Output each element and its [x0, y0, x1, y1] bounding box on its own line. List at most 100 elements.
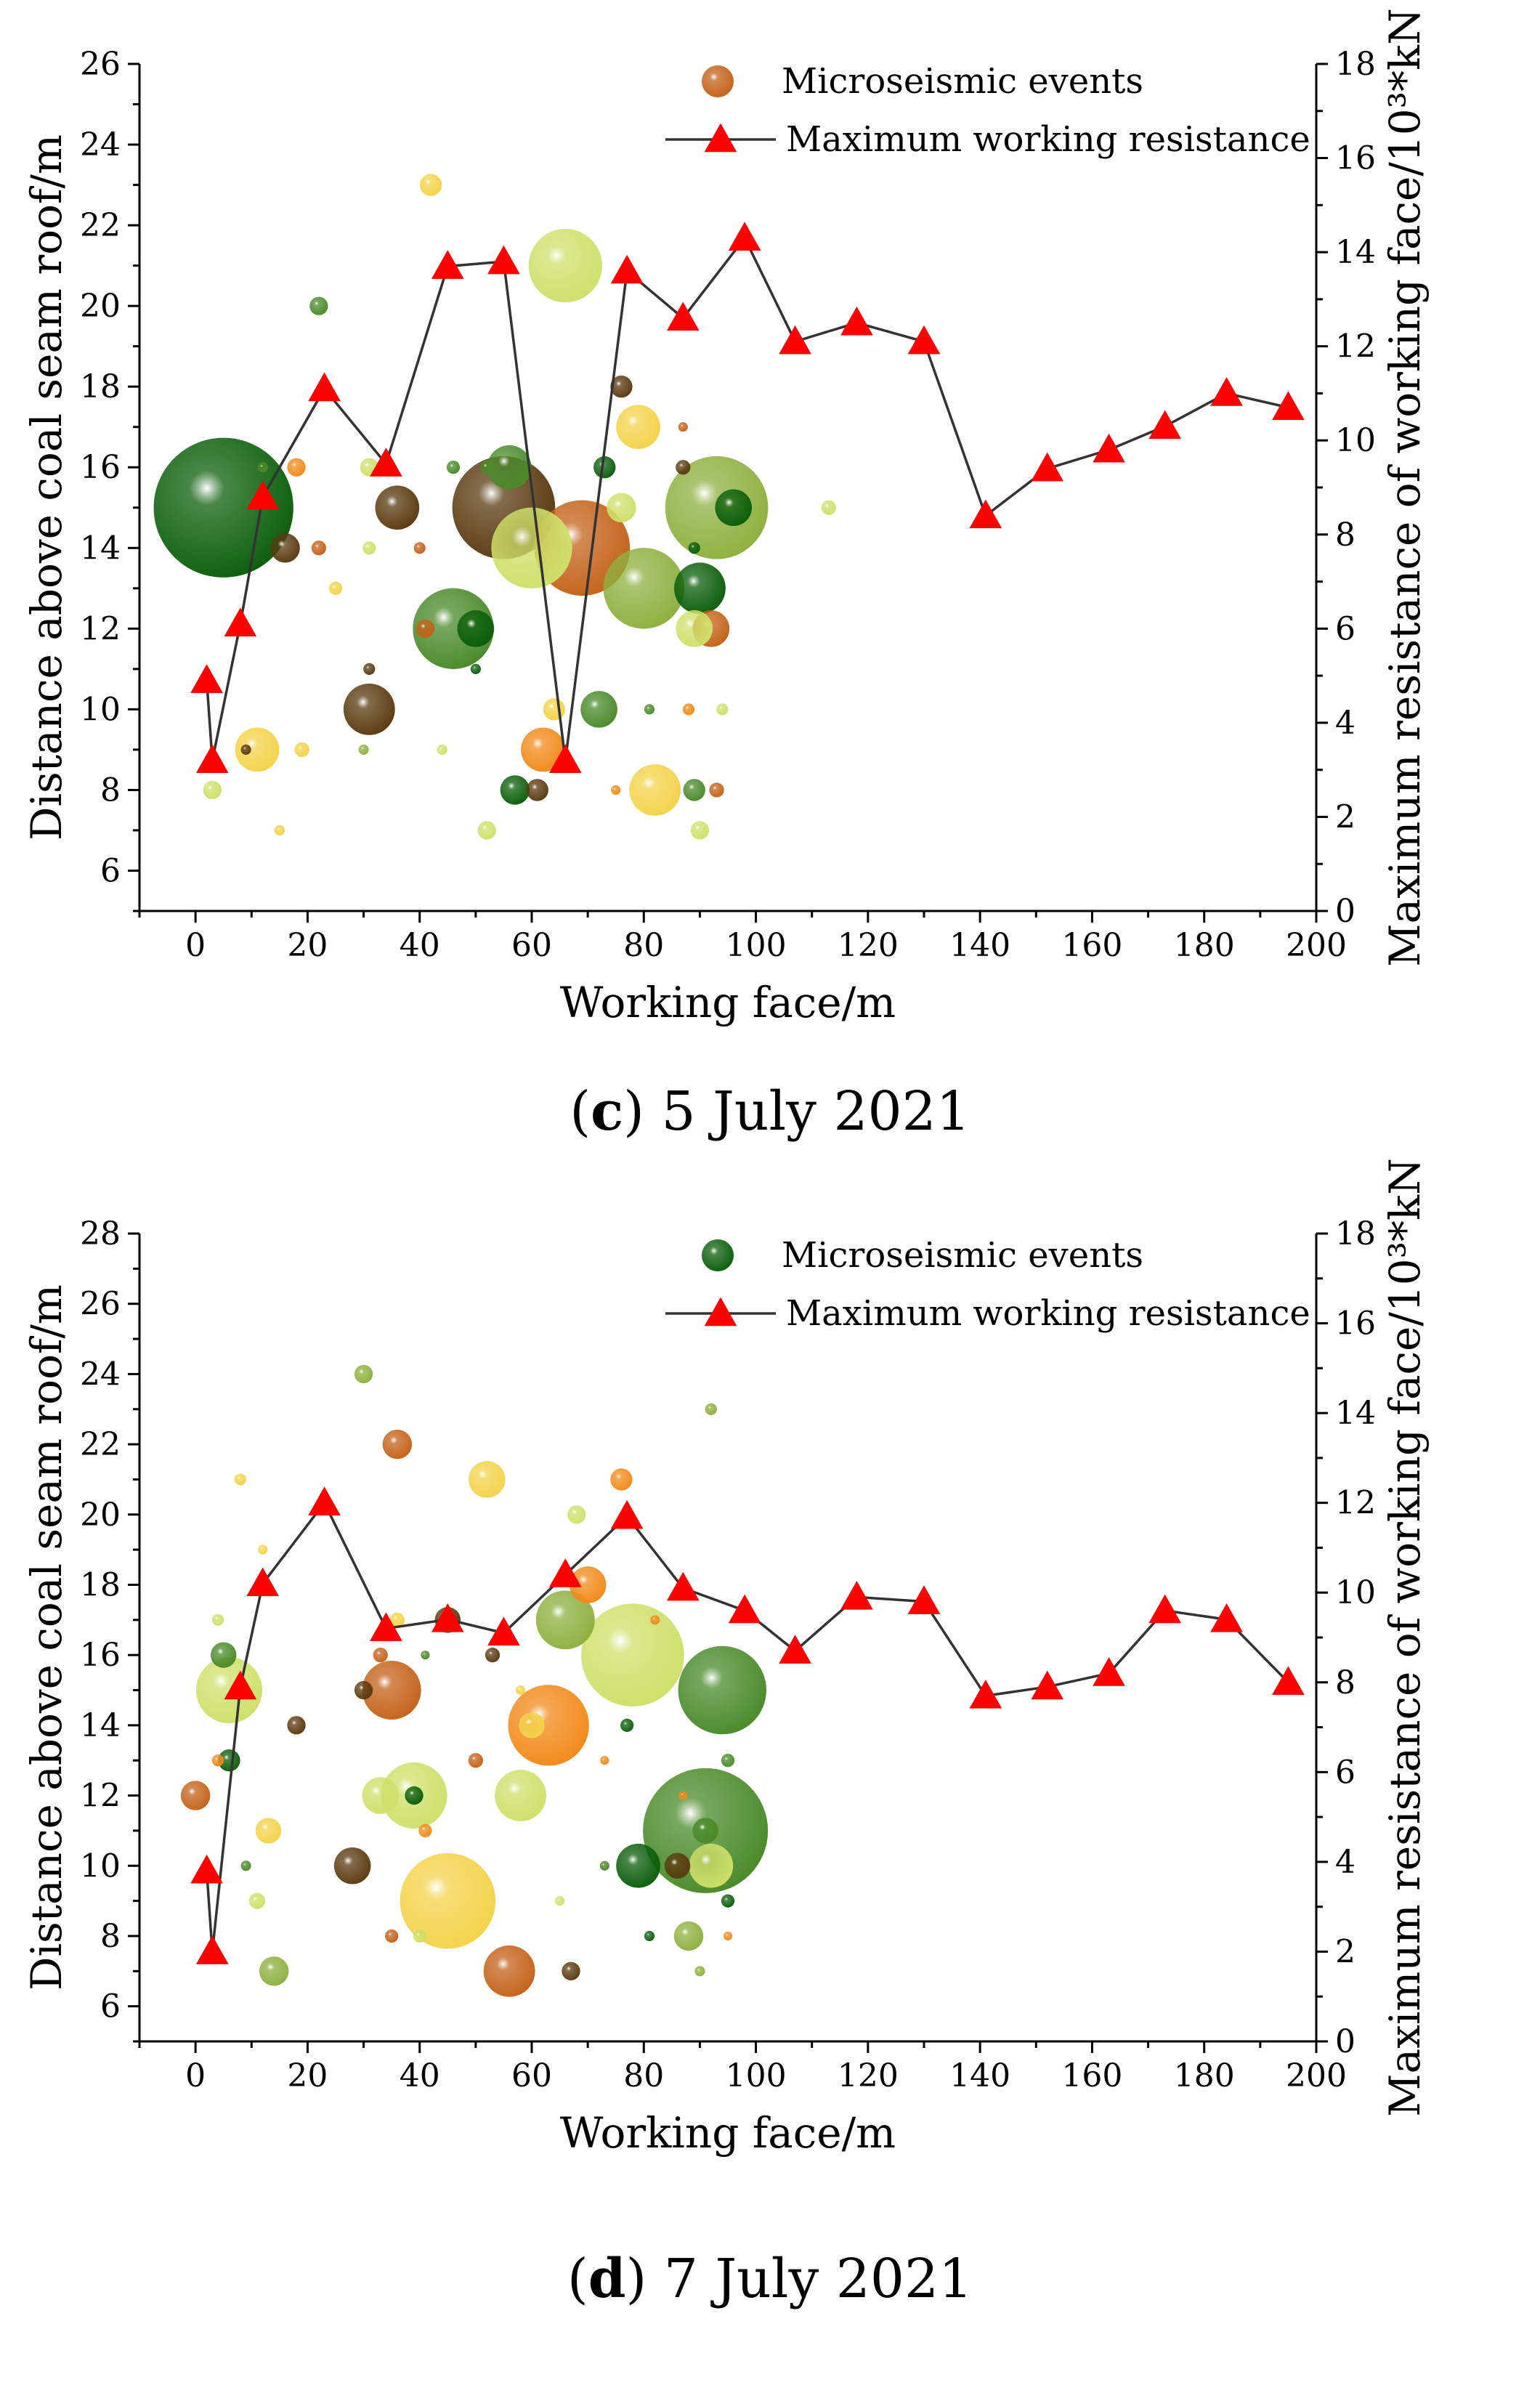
microseismic-event-bubble: [721, 1894, 735, 1908]
x-tick-label: 40: [400, 927, 440, 964]
microseismic-event-bubble: [211, 1613, 224, 1626]
y2-tick-label: 10: [1335, 422, 1376, 459]
y-tick-label: 10: [80, 691, 121, 728]
resistance-point-marker: [907, 325, 941, 355]
microseismic-event-bubble: [309, 296, 328, 315]
resistance-point-marker: [969, 499, 1002, 529]
x-tick-label: 120: [838, 2057, 899, 2094]
microseismic-event-bubble: [362, 1661, 421, 1720]
resistance-point-marker: [195, 744, 229, 773]
resistance-point-marker: [1272, 1666, 1305, 1696]
microseismic-event-bubble: [689, 1843, 734, 1888]
microseismic-event-bubble: [603, 548, 684, 629]
microseismic-event-bubble: [567, 1505, 586, 1524]
microseismic-event-bubble: [607, 493, 636, 523]
microseismic-event-bubble: [715, 489, 753, 527]
y-tick-label: 6: [100, 1988, 121, 2025]
microseismic-event-bubble: [600, 1756, 609, 1765]
microseismic-event-bubble: [644, 704, 655, 715]
x-tick-label: 180: [1174, 927, 1235, 964]
microseismic-event-bubble: [211, 1642, 237, 1668]
y2-tick-label: 2: [1335, 798, 1355, 835]
microseismic-event-bubble: [270, 533, 300, 563]
resistance-point-marker: [246, 1567, 280, 1597]
resistance-series: [190, 1486, 1305, 1964]
microseismic-event-bubble: [682, 703, 695, 716]
x-tick-label: 20: [287, 2057, 328, 2094]
y-tick-label: 12: [80, 610, 121, 647]
y2-tick-label: 8: [1335, 517, 1355, 554]
y2-tick-label: 12: [1335, 1485, 1376, 1522]
caption-date: 5 July 2021: [644, 1080, 970, 1143]
microseismic-event-bubble: [569, 1566, 607, 1603]
microseismic-event-bubble: [211, 1754, 224, 1767]
resistance-point-marker: [548, 1558, 582, 1587]
microseismic-event-bubble: [690, 821, 710, 840]
microseismic-event-bubble: [195, 1656, 262, 1724]
resistance-point-marker: [1031, 1670, 1064, 1700]
x-tick-label: 200: [1286, 2057, 1347, 2094]
microseismic-event-bubble: [562, 1961, 580, 1980]
resistance-point-marker: [610, 1499, 644, 1529]
microseismic-event-bubble: [218, 1749, 240, 1772]
microseismic-event-bubble: [240, 744, 251, 755]
microseismic-event-bubble: [508, 1685, 589, 1766]
y2-tick-label: 8: [1335, 1664, 1355, 1701]
resistance-point-marker: [487, 1616, 520, 1646]
resistance-line: [205, 1500, 1289, 1952]
y-tick-label: 20: [80, 1497, 121, 1534]
microseismic-event-bubble: [234, 1473, 246, 1486]
resistance-point-marker: [1210, 1603, 1243, 1632]
microseismic-event-bubble: [495, 1770, 546, 1821]
x-tick-label: 200: [1286, 927, 1347, 964]
resistance-point-marker: [1272, 391, 1305, 421]
microseismic-event-bubble: [400, 1853, 496, 1949]
resistance-point-marker: [431, 250, 464, 279]
resistance-point-marker: [195, 1935, 229, 1964]
microseismic-event-bubble: [688, 542, 700, 554]
microseismic-event-bubble: [375, 485, 420, 530]
microseismic-event-bubble: [255, 1818, 282, 1844]
resistance-point-marker: [666, 301, 700, 331]
microseismic-event-bubble: [470, 663, 481, 674]
resistance-point-marker: [308, 372, 341, 402]
microseismic-event-bubble: [676, 610, 713, 647]
microseismic-event-bubble: [616, 405, 660, 450]
resistance-point-marker: [666, 1571, 700, 1601]
microseismic-event-bubble: [483, 1945, 535, 1997]
y2-tick-label: 10: [1335, 1574, 1376, 1611]
legend-triangle-marker: [704, 1297, 737, 1327]
legend-label-bubble: Microseismic events: [782, 1235, 1143, 1276]
microseismic-event-bubble: [421, 1651, 430, 1660]
microseismic-event-bubble: [616, 1843, 660, 1888]
resistance-point-marker: [1148, 410, 1182, 440]
microseismic-event-bubble: [709, 782, 724, 798]
resistance-point-marker: [1148, 1594, 1182, 1624]
microseismic-event-bubble: [446, 461, 461, 474]
microseismic-event-bubble: [354, 1680, 373, 1700]
legend: Microseismic events Maximum working resi…: [665, 1235, 1310, 1334]
resistance-point-marker: [370, 1612, 402, 1641]
microseismic-event-bubble: [580, 691, 617, 728]
microseismic-event-bubble: [678, 422, 688, 432]
microseismic-event-bubble: [240, 1860, 251, 1871]
y-tick-label: 26: [80, 46, 121, 83]
y2-axis-title-text: Maximum resistance of working face/10³*k…: [1380, 1158, 1430, 2117]
x-tick-label: 140: [949, 927, 1010, 964]
microseismic-event-bubble: [468, 1461, 506, 1498]
caption-date: 7 July 2021: [647, 2248, 973, 2310]
microseismic-event-bubble: [362, 541, 376, 555]
microseismic-event-bubble: [581, 1603, 684, 1707]
legend-label-line: Maximum working resistance: [786, 119, 1310, 160]
resistance-series: [190, 222, 1305, 773]
y2-tick-label: 4: [1335, 1844, 1355, 1881]
chart-panel-d: 0 20 40 60 80 100 120 140 160 180 200 681012141618…: [22, 1158, 1430, 2310]
y-tick-label: 8: [100, 1918, 121, 1955]
microseismic-event-bubble: [487, 445, 532, 490]
microseismic-event-bubble: [480, 461, 494, 474]
x-axis: 0 20 40 60 80 100 120 140 160 180 200: [138, 2040, 1347, 2094]
microseismic-event-bubble: [389, 1612, 405, 1627]
microseismic-event-bubble: [373, 1648, 388, 1663]
microseismic-event-bubble: [705, 1403, 717, 1415]
microseismic-event-bubble: [418, 1823, 432, 1838]
